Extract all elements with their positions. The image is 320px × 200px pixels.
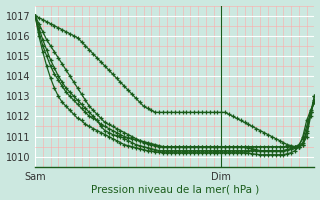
X-axis label: Pression niveau de la mer( hPa ): Pression niveau de la mer( hPa ) xyxy=(91,184,259,194)
